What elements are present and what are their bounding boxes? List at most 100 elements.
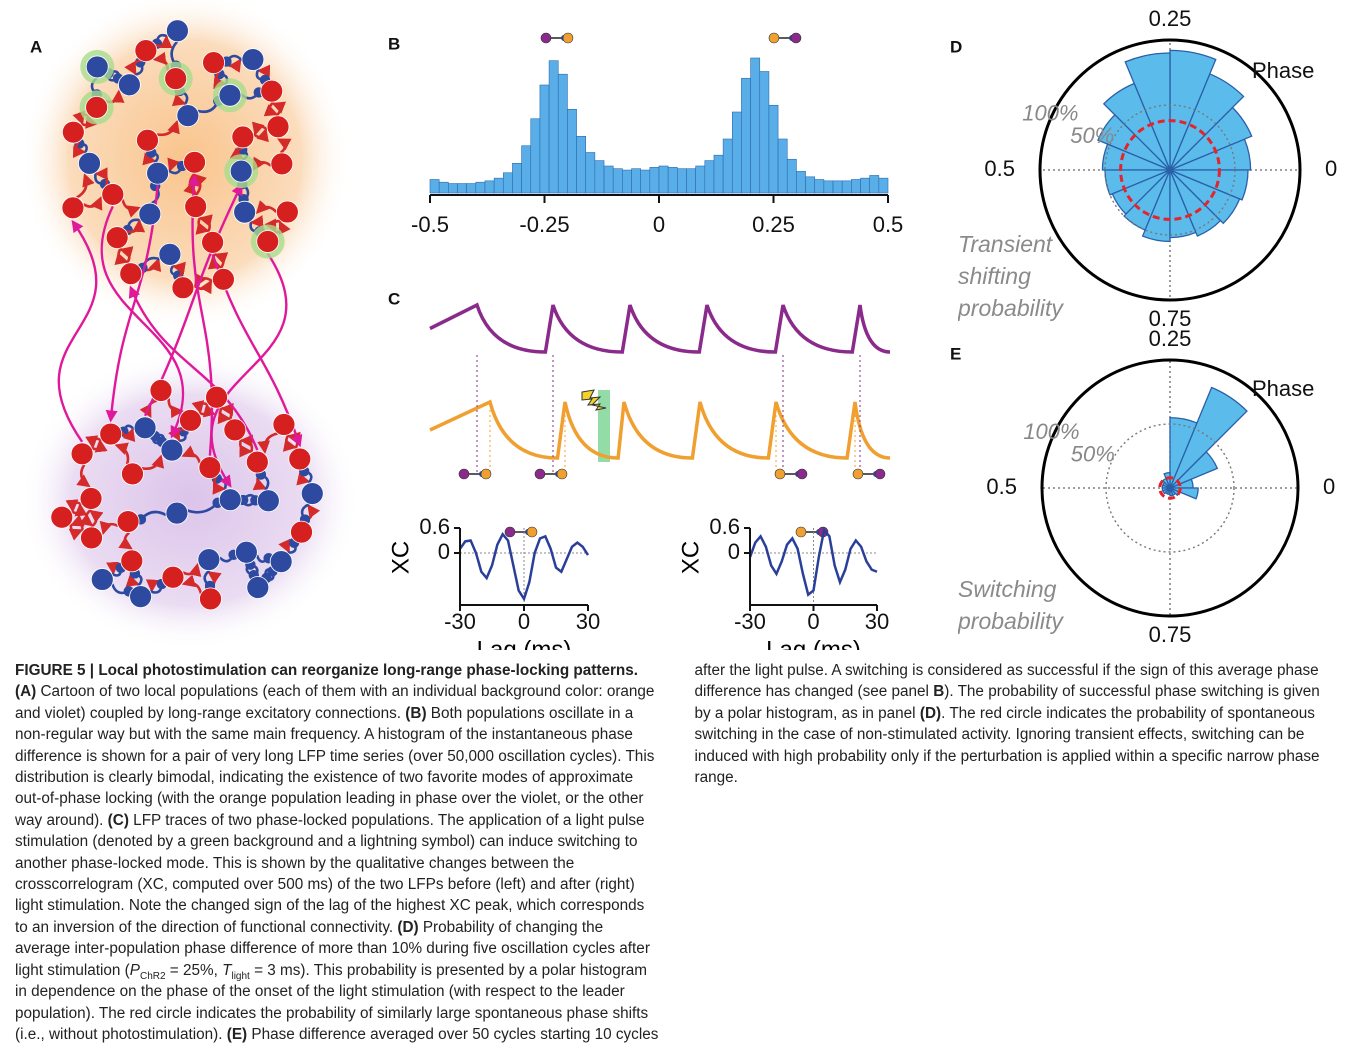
y-tick-label: 0.6	[419, 514, 450, 539]
panel-label: C	[388, 289, 400, 308]
radius-tick-label: 50%	[1070, 123, 1114, 148]
excitatory-neuron	[70, 442, 94, 466]
phase-axis-label: Phase	[1252, 58, 1314, 83]
panel-label: A	[30, 37, 42, 56]
connection	[182, 562, 202, 577]
histogram-bar	[493, 177, 504, 194]
icon-dot	[504, 526, 516, 538]
connection	[287, 537, 300, 554]
radius-grid-circle	[1105, 423, 1235, 553]
histogram-bar	[649, 167, 660, 194]
polar-sector	[1169, 386, 1248, 489]
connection	[141, 454, 165, 470]
connection	[263, 100, 279, 117]
histogram-bar	[548, 60, 559, 194]
icon-dot	[526, 526, 538, 538]
x-tick-label: 0	[653, 212, 665, 237]
connection	[167, 160, 188, 175]
caption-text: = 25%,	[165, 961, 223, 979]
x-tick-label: 0	[518, 609, 530, 634]
inhibitory-neuron	[197, 548, 221, 572]
polar-sector	[1169, 416, 1198, 489]
excitatory-neuron	[183, 150, 206, 174]
excitatory-neuron	[116, 510, 140, 533]
inhibitory-neuron	[218, 83, 242, 107]
connection	[255, 553, 274, 564]
long-range-connection	[57, 219, 98, 443]
phase-tick-label: 0	[1325, 156, 1337, 181]
histogram-bar	[631, 168, 641, 194]
radius-tick-label: 100%	[1023, 419, 1079, 444]
inhibitory-neuron	[138, 202, 162, 226]
histogram-bar	[851, 179, 861, 194]
y-tick-label: 0.6	[709, 514, 740, 539]
caption-text: (D)	[919, 704, 942, 722]
connection	[99, 520, 119, 536]
caption-text: = 3 ms). This probability is presented b…	[15, 961, 649, 1043]
xc-curve	[458, 532, 590, 602]
caption-text: (A)	[15, 683, 37, 701]
x-tick-label: -30	[734, 609, 766, 634]
connection	[118, 531, 133, 550]
connection	[255, 469, 270, 491]
excitatory-neuron	[266, 115, 290, 139]
excitatory-neuron	[256, 230, 280, 253]
caption-text: Phase difference averaged over 50 cycles…	[247, 662, 1319, 1043]
excitatory-neuron	[101, 183, 125, 206]
connection	[70, 502, 88, 517]
x-tick-label: 0.25	[752, 212, 795, 237]
phase-tick-label: 0.75	[1149, 622, 1192, 647]
connection	[149, 578, 168, 594]
inhibitory-neuron	[118, 73, 141, 97]
icon-dot	[790, 32, 802, 44]
polar-frame	[1040, 358, 1300, 618]
nodes	[50, 19, 324, 611]
caption-text: FIGURE 5 | Local photostimulation can re…	[15, 662, 639, 679]
histogram-bar	[869, 175, 880, 194]
x-tick-label: 30	[576, 609, 600, 634]
polar-title: Transient shifting probability	[958, 231, 1063, 321]
excitatory-neuron	[50, 505, 74, 529]
histogram-bar	[585, 152, 596, 194]
connection	[238, 438, 253, 458]
polar-sector	[1141, 169, 1171, 243]
radius-tick-label: 50%	[1071, 441, 1115, 466]
histogram-bar	[521, 145, 532, 194]
connection	[255, 68, 271, 86]
connection	[120, 427, 136, 443]
connection	[195, 215, 210, 235]
y-axis-label: XC	[387, 541, 414, 574]
excitatory-neuron	[205, 385, 228, 409]
connection	[85, 435, 103, 449]
phase-tick-label: 0	[1323, 474, 1335, 499]
polar-sector	[1169, 487, 1199, 500]
histogram-bar	[576, 136, 587, 194]
connection	[76, 463, 91, 488]
histogram-bar	[878, 177, 889, 194]
connection	[82, 196, 103, 211]
histogram-bar	[438, 181, 449, 194]
caption-text: light	[231, 970, 250, 982]
caption-text: P	[129, 961, 140, 979]
excitatory-neuron	[272, 413, 296, 436]
excitatory-neuron	[212, 267, 235, 291]
histogram-bar	[750, 57, 761, 194]
inhibitory-neuron	[218, 488, 242, 512]
connection	[252, 127, 269, 143]
polar-sector	[1169, 169, 1249, 201]
radius-grid-circle	[1104, 104, 1236, 236]
connection	[124, 59, 142, 76]
polar-title: Switching probability	[958, 576, 1063, 634]
histogram-bar	[640, 169, 651, 194]
histogram-bar	[612, 168, 623, 194]
polar-sector	[1102, 82, 1171, 171]
stimulus-window	[598, 390, 610, 462]
histogram-bar	[594, 160, 605, 194]
inhibitory-neuron	[241, 48, 265, 71]
long-range-connection	[210, 252, 288, 488]
x-tick-label: 0	[807, 609, 819, 634]
phase-tick-label: 0.25	[1149, 6, 1192, 31]
excitatory-neuron	[198, 456, 222, 480]
